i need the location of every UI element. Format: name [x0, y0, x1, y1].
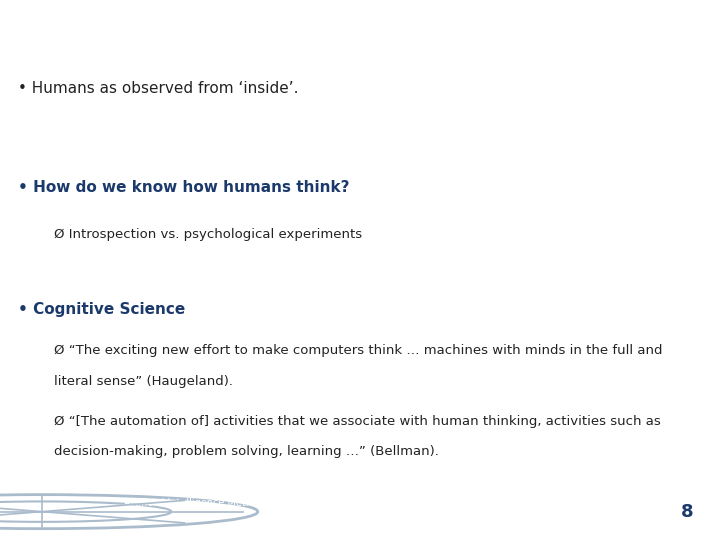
- Text: 8: 8: [681, 503, 694, 521]
- Text: Ø “The exciting new effort to make computers think … machines with minds in the : Ø “The exciting new effort to make compu…: [54, 345, 662, 357]
- Text: • Cognitive Science: • Cognitive Science: [18, 302, 185, 317]
- Circle shape: [457, 494, 720, 530]
- Text: Ø Introspection vs. psychological experiments: Ø Introspection vs. psychological experi…: [54, 228, 362, 241]
- Text: • Humans as observed from ‘inside’.: • Humans as observed from ‘inside’.: [18, 81, 299, 96]
- Text: Systems that think like humans: cognitive modeling: Systems that think like humans: cognitiv…: [13, 23, 585, 42]
- Text: literal sense” (Haugeland).: literal sense” (Haugeland).: [54, 375, 233, 388]
- Text: http://agri.uok.ac.ir/kmollazade: http://agri.uok.ac.ir/kmollazade: [284, 517, 436, 527]
- Text: decision-making, problem solving, learning …” (Bellman).: decision-making, problem solving, learni…: [54, 445, 439, 458]
- Text: Artificial Intelligence Methods – Department of Biosystems Engineering – Univers: Artificial Intelligence Methods – Depart…: [125, 497, 595, 508]
- Text: • How do we know how humans think?: • How do we know how humans think?: [18, 180, 349, 195]
- Text: Ø “[The automation of] activities that we associate with human thinking, activit: Ø “[The automation of] activities that w…: [54, 415, 661, 428]
